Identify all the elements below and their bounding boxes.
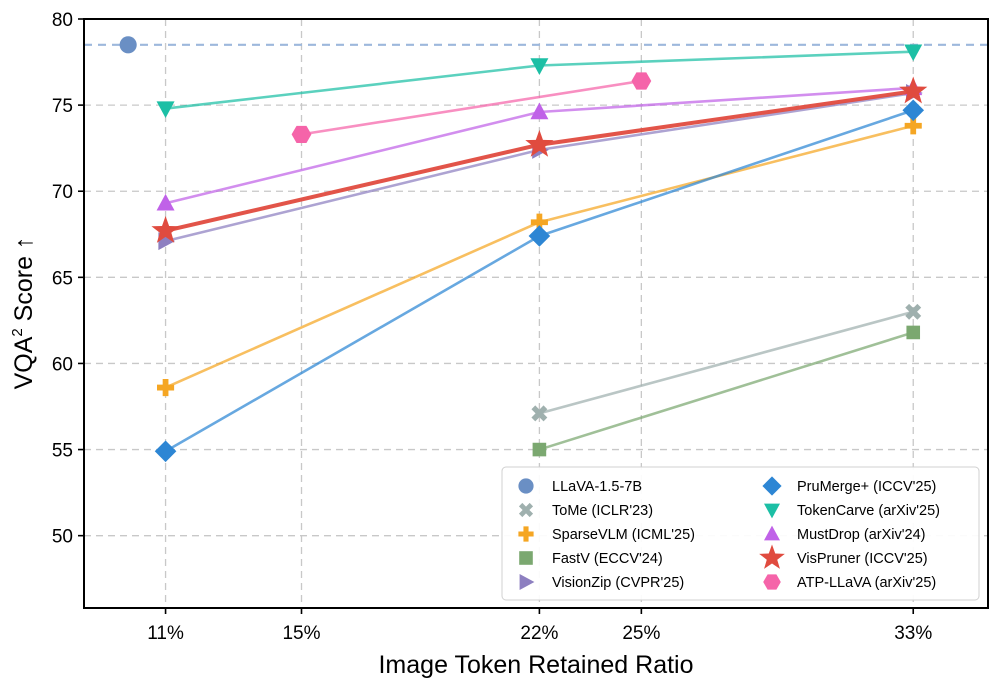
legend-label: PruMerge+ (ICCV'25) [797, 479, 936, 495]
legend-label: VisionZip (CVPR'25) [552, 575, 684, 591]
legend-marker [519, 551, 533, 565]
series-line [539, 331, 914, 451]
x-axis-title: Image Token Retained Ratio [378, 651, 693, 679]
legend-label: ATP-LLaVA (arXiv'25) [797, 575, 936, 591]
legend-entry-fastv-eccv-24: FastV (ECCV'24) [519, 551, 663, 567]
data-point [532, 442, 547, 457]
legend-marker [762, 476, 782, 496]
legend-entry-sparsevlm-icml-25: SparseVLM (ICML'25) [518, 526, 695, 543]
legend-label: VisPruner (ICCV'25) [797, 551, 928, 567]
y-axis-title-suffix: Score ↑ [10, 237, 38, 329]
data-point [631, 72, 652, 90]
data-point [530, 58, 549, 75]
legend-entry-prumerge-iccv-25: PruMerge+ (ICCV'25) [762, 476, 936, 496]
data-point [906, 325, 921, 340]
x-tick-label: 22% [520, 623, 558, 644]
data-point [528, 225, 551, 247]
legend-entry-tokencarve-arxiv-25: TokenCarve (arXiv'25) [764, 503, 940, 519]
x-tick-label: 11% [147, 623, 184, 644]
series-line [164, 109, 914, 453]
legend-marker [519, 574, 535, 590]
data-point [530, 213, 548, 231]
y-tick-label: 50 [52, 527, 73, 548]
data-point [531, 405, 548, 422]
legend-entry-tome-iclr-23: ToMe (ICLR'23) [518, 502, 653, 519]
legend-marker [518, 478, 534, 494]
data-point [157, 379, 175, 397]
legend-entry-atp-llava-arxiv-25: ATP-LLaVA (arXiv'25) [763, 574, 936, 591]
legend-marker [764, 525, 780, 541]
series-line [539, 310, 914, 415]
data-point [899, 76, 928, 104]
x-tick-label: 33% [894, 623, 932, 644]
y-tick-label: 65 [52, 268, 73, 289]
legend-marker [518, 526, 534, 542]
data-point [530, 102, 549, 120]
series-tome-iclr-23 [531, 303, 922, 422]
data-point [904, 117, 922, 135]
data-point [156, 193, 175, 211]
legend-label: SparseVLM (ICML'25) [552, 527, 695, 543]
legend-label: ToMe (ICLR'23) [552, 503, 653, 519]
legend: LLaVA-1.5-7B ToMe (ICLR'23) SparseVLM (ICM… [501, 466, 980, 601]
legend-marker [759, 544, 785, 569]
x-tick-label: 25% [622, 623, 660, 644]
series-line [301, 79, 642, 136]
data-point [291, 125, 312, 143]
series-group [151, 44, 928, 463]
data-point [154, 440, 177, 463]
y-tick-label: 55 [52, 441, 73, 462]
series-atp-llava-arxiv-25 [291, 72, 652, 143]
plot-frame [83, 18, 989, 609]
legend-marker [764, 503, 780, 519]
y-axis-title-main: VQA [10, 336, 38, 389]
series-tokencarve-arxiv-25 [156, 44, 923, 119]
legend-label: MustDrop (arXiv'24) [797, 527, 925, 543]
series-vispruner-iccv-25 [151, 76, 928, 243]
data-point [156, 101, 175, 119]
data-point [525, 129, 554, 157]
reference-marker-llava-1-5-7b [119, 36, 137, 54]
legend-label: FastV (ECCV'24) [552, 551, 663, 567]
legend-entry-llava-1-5-7b: LLaVA-1.5-7B [518, 478, 642, 495]
legend-entry-mustdrop-arxiv-24: MustDrop (arXiv'24) [764, 525, 925, 543]
y-tick-label: 70 [52, 182, 73, 203]
y-tick-label: 75 [52, 96, 73, 117]
x-tick-label: 15% [282, 623, 320, 644]
y-axis-title: VQA2 Score ↑ [9, 237, 38, 390]
data-point [904, 44, 923, 62]
data-point [905, 303, 922, 320]
y-tick-label: 80 [52, 10, 73, 31]
ticks: 11% 15% 22% 25% 33% 50 55 60 65 70 75 80 [52, 10, 932, 644]
legend-marker [763, 574, 781, 590]
legend-entry-vispruner-iccv-25: VisPruner (ICCV'25) [759, 544, 928, 569]
legend-box [501, 466, 980, 601]
y-axis-title-superscript: 2 [9, 328, 26, 336]
reference-line-group [84, 36, 988, 54]
legend-label: LLaVA-1.5-7B [552, 479, 642, 495]
legend-entry-visionzip-cvpr-25: VisionZip (CVPR'25) [519, 574, 684, 591]
series-prumerge-iccv-25 [154, 99, 925, 463]
legend-label: TokenCarve (arXiv'25) [797, 503, 940, 519]
legend-marker [518, 502, 534, 518]
data-point [902, 99, 925, 122]
data-point [151, 215, 180, 243]
y-tick-label: 60 [52, 354, 73, 375]
series-sparsevlm-icml-25 [157, 117, 922, 397]
series-fastv-eccv-24 [532, 325, 921, 457]
